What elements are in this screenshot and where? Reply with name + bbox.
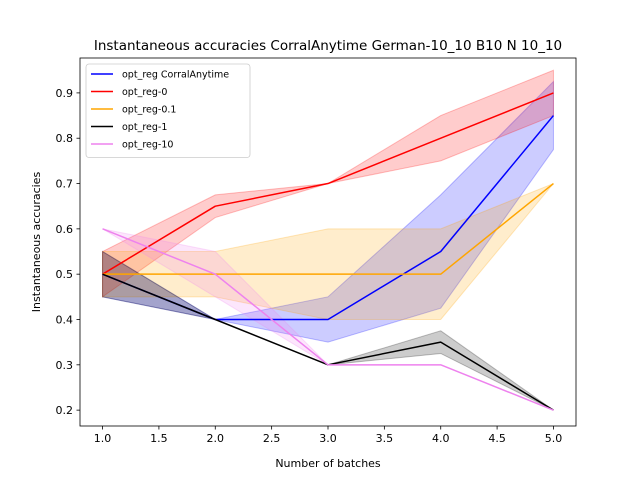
y-tick-label: 0.7 (56, 178, 74, 191)
x-tick-label: 3.0 (319, 432, 337, 445)
y-tick-label: 0.4 (56, 313, 74, 326)
legend-label-opt-reg-10: opt_reg-10 (122, 140, 173, 151)
series-line-opt-reg-0 (102, 92, 554, 275)
series-line-opt-reg-10 (102, 228, 554, 411)
x-tick-label: 2.5 (263, 432, 281, 445)
y-tick-label: 0.5 (56, 268, 74, 281)
x-tick-label: 1.0 (94, 432, 112, 445)
y-tick-label: 0.3 (56, 359, 74, 372)
x-tick-label: 3.5 (376, 432, 394, 445)
x-tick-label: 1.5 (150, 432, 168, 445)
legend: opt_reg CorralAnytime opt_reg-0 opt_reg-0.… (85, 63, 251, 158)
legend-label-opt-reg-1: opt_reg-1 (122, 122, 167, 133)
series-lines (102, 92, 555, 411)
chart-title: Instantaneous accuracies CorralAnytime G… (94, 38, 562, 54)
y-axis-ticks: 0.2 0.3 0.4 0.5 0.6 0.7 0.8 0.9 (56, 87, 80, 417)
x-tick-label: 5.0 (545, 432, 563, 445)
legend-label-opt-reg-0: opt_reg-0 (122, 87, 167, 98)
x-tick-label: 4.0 (432, 432, 450, 445)
x-tick-label: 4.5 (488, 432, 506, 445)
y-tick-label: 0.2 (56, 404, 74, 417)
y-tick-label: 0.9 (56, 87, 74, 100)
band-opt-reg-corralanytime (102, 80, 554, 343)
y-tick-label: 0.8 (56, 132, 74, 145)
legend-label-opt-reg-corralanytime: opt_reg CorralAnytime (122, 70, 229, 81)
series-line-opt-reg-0-1 (102, 182, 554, 275)
x-axis-label: Number of batches (275, 457, 381, 470)
legend-label-opt-reg-0-1: opt_reg-0.1 (122, 105, 176, 116)
x-axis-ticks: 1.0 1.5 2.0 2.5 3.0 3.5 4.0 4.5 5.0 (94, 426, 562, 445)
legend-box (85, 63, 251, 158)
x-tick-label: 2.0 (207, 432, 225, 445)
y-axis-label: Instantaneous accuracies (30, 172, 43, 313)
y-tick-label: 0.6 (56, 223, 74, 236)
